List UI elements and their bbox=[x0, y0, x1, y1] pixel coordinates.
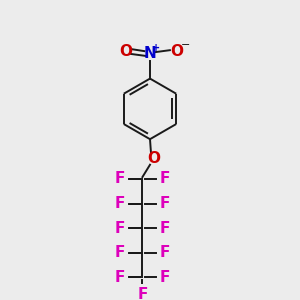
Text: F: F bbox=[115, 171, 125, 186]
Text: F: F bbox=[160, 171, 170, 186]
Text: F: F bbox=[115, 270, 125, 285]
Text: +: + bbox=[152, 43, 160, 53]
Text: F: F bbox=[160, 270, 170, 285]
Text: F: F bbox=[160, 221, 170, 236]
Text: F: F bbox=[115, 196, 125, 211]
Text: O: O bbox=[147, 151, 160, 166]
Text: −: − bbox=[181, 40, 191, 50]
Text: F: F bbox=[115, 221, 125, 236]
Text: F: F bbox=[137, 287, 148, 300]
Text: F: F bbox=[160, 245, 170, 260]
Text: F: F bbox=[160, 196, 170, 211]
Text: F: F bbox=[115, 245, 125, 260]
Text: O: O bbox=[119, 44, 132, 59]
Text: O: O bbox=[170, 44, 183, 59]
Text: N: N bbox=[144, 46, 156, 62]
